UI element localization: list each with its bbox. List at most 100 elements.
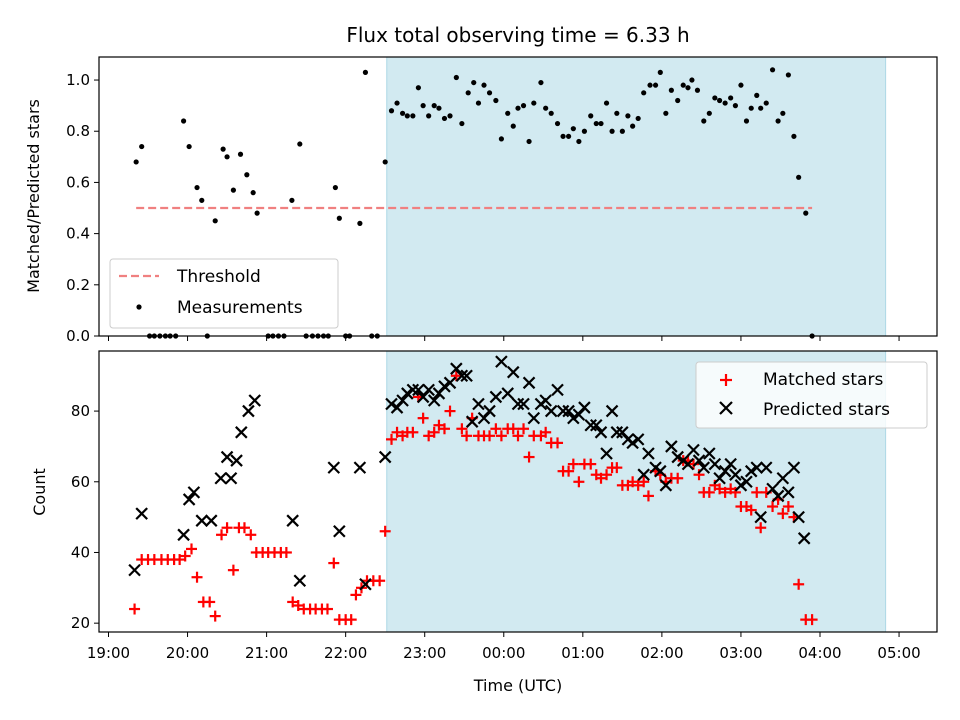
measurement-point <box>250 190 256 196</box>
measurement-point <box>694 87 701 93</box>
measurement-point <box>426 113 432 119</box>
matched-star-marker <box>595 472 607 484</box>
measurement-point <box>493 97 499 104</box>
predicted-star-marker <box>797 532 811 545</box>
predicted-star-marker <box>385 397 398 411</box>
measurement-point <box>404 113 410 119</box>
matched-star-marker <box>540 426 552 438</box>
predicted-star-marker <box>406 383 420 397</box>
predicted-star-marker <box>224 471 238 485</box>
count-legend: Matched stars Predicted stars <box>695 361 928 429</box>
measurement-point <box>297 141 303 147</box>
ratio-y-ticks: 0.0 0.2 0.4 0.6 0.8 1.0 <box>66 71 99 345</box>
matched-star-marker <box>751 486 763 498</box>
predicted-star-marker <box>562 404 575 418</box>
measurement-point <box>289 197 295 203</box>
chart-title: Flux total observing time = 6.33 h <box>346 23 689 47</box>
count-y-label: Count <box>30 468 49 516</box>
predicted-star-marker <box>396 394 409 407</box>
matched-star-marker <box>185 543 197 555</box>
measurement-point <box>614 110 620 116</box>
matched-star-marker <box>490 423 502 435</box>
measurement-point <box>388 108 395 114</box>
predicted-star-marker <box>708 457 722 471</box>
matched-star-marker <box>345 614 357 626</box>
predicted-star-marker <box>177 528 190 542</box>
matched-star-marker <box>484 430 496 442</box>
measurement-point <box>689 77 695 83</box>
measurement-point <box>560 133 566 139</box>
matched-star-marker <box>767 501 779 513</box>
measurement-point <box>796 174 802 180</box>
legend-predicted-label: Predicted stars <box>763 400 890 420</box>
measurement-point <box>420 103 426 109</box>
predicted-star-marker <box>242 404 255 418</box>
matched-star-marker <box>423 430 435 442</box>
predicted-star-marker <box>782 486 795 499</box>
measurement-point <box>447 113 453 119</box>
measurement-point <box>754 92 760 98</box>
measurement-point <box>763 100 769 106</box>
measurement-point <box>785 72 791 78</box>
measurement-point <box>743 118 750 124</box>
matched-star-marker <box>374 575 386 587</box>
predicted-star-marker <box>248 394 262 407</box>
predicted-star-marker <box>671 450 684 464</box>
predicted-star-marker <box>465 415 479 428</box>
measurement-point <box>576 138 582 145</box>
predicted-star-marker <box>204 514 218 527</box>
matched-star-marker <box>627 476 639 488</box>
matched-star-marker <box>512 430 524 442</box>
predicted-star-marker <box>438 380 451 393</box>
legend-measurement-swatch <box>136 304 142 310</box>
matched-star-marker <box>129 603 141 615</box>
y-tick-label: 0.2 <box>66 276 90 294</box>
predicted-star-marker <box>501 387 515 400</box>
matched-star-marker <box>227 564 239 576</box>
matched-star-marker <box>688 458 700 470</box>
predicted-star-marker <box>412 383 425 397</box>
measurement-point <box>224 154 230 160</box>
measurement-point <box>186 143 192 150</box>
measurement-point <box>357 220 363 226</box>
predicted-star-marker <box>522 376 536 390</box>
measurement-point <box>515 105 521 111</box>
measurement-point <box>675 97 681 104</box>
predicted-star-marker <box>654 464 667 478</box>
predicted-star-marker <box>539 394 552 407</box>
measurement-point <box>663 110 669 116</box>
matched-star-marker <box>672 472 684 484</box>
predicted-star-marker <box>551 383 564 397</box>
predicted-star-marker <box>605 404 619 418</box>
measurement-point <box>716 97 723 104</box>
predicted-star-marker <box>792 510 805 524</box>
matched-star-marker <box>782 501 794 513</box>
x-tick-label: 05:00 <box>877 644 920 662</box>
matched-star-marker <box>407 426 419 438</box>
count-axes-frame <box>98 350 938 633</box>
legend-box-count <box>695 361 928 429</box>
matched-star-marker <box>444 405 456 417</box>
measurement-point <box>775 118 781 124</box>
predicted-star-marker <box>327 461 341 474</box>
predicted-star-marker <box>527 411 541 425</box>
measurement-point <box>510 123 516 129</box>
measurement-point <box>712 95 718 101</box>
ratio-axes-frame <box>98 56 938 337</box>
measurement-point <box>526 138 532 145</box>
predicted-star-marker <box>220 450 234 464</box>
x-tick-label: 22:00 <box>324 644 367 662</box>
predicted-star-marker <box>506 365 520 379</box>
legend-threshold-label: Threshold <box>176 267 261 287</box>
measurement-point <box>431 103 437 109</box>
measurement-point <box>441 115 448 122</box>
measurement-point <box>657 69 663 75</box>
measurement-point <box>641 90 647 96</box>
y-tick-label: 0.4 <box>66 225 90 243</box>
measurement-point <box>453 74 459 81</box>
legend-predicted-swatch <box>719 401 733 415</box>
matched-star-marker <box>433 419 445 431</box>
count-y-ticks: 20 40 60 80 <box>71 402 99 632</box>
predicted-star-marker <box>703 447 716 460</box>
matched-star-marker <box>638 476 650 488</box>
